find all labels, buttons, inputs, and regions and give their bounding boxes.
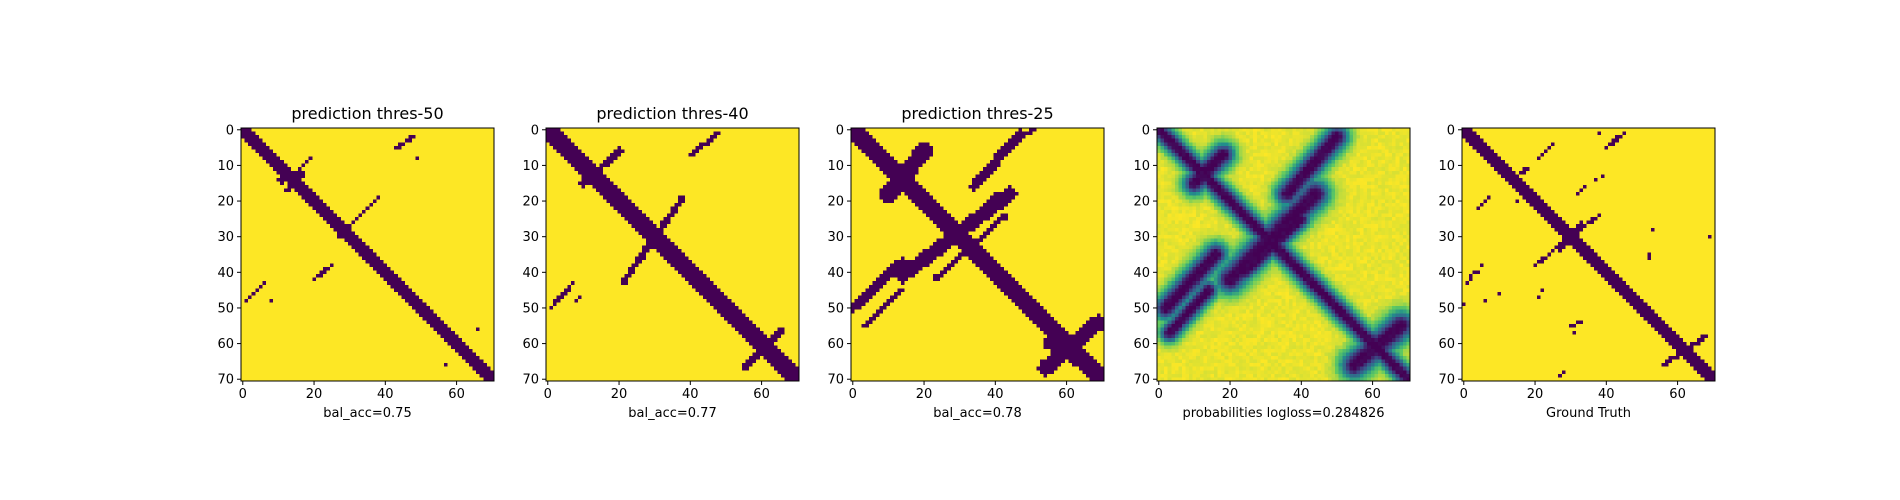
y-tick-label: 70 — [522, 373, 539, 388]
y-tick-label: 20 — [522, 195, 539, 210]
y-tick-label: 10 — [522, 159, 539, 174]
x-tick-label: 40 — [987, 387, 1004, 402]
x-tick-label: 20 — [1222, 387, 1239, 402]
y-tick-label: 60 — [522, 337, 539, 352]
x-tick-label: 20 — [306, 387, 323, 402]
y-tick-label: 50 — [827, 301, 844, 316]
y-tick-label: 70 — [1438, 373, 1455, 388]
y-tick-label: 40 — [1438, 266, 1455, 281]
y-tick-label: 70 — [217, 373, 234, 388]
x-axis-label: probabilities logloss=0.284826 — [1182, 406, 1384, 421]
x-axis-label: Ground Truth — [1546, 406, 1631, 421]
y-tick-label: 10 — [827, 159, 844, 174]
axes-frame — [1461, 127, 1716, 382]
heatmap-image — [546, 128, 799, 381]
axes-frame — [850, 127, 1105, 382]
y-tick-label: 60 — [827, 337, 844, 352]
y-tick-label: 20 — [217, 195, 234, 210]
y-tick-label: 40 — [827, 266, 844, 281]
x-axis-label: bal_acc=0.78 — [933, 406, 1021, 421]
y-tick-label: 30 — [827, 230, 844, 245]
y-tick-label: 20 — [1133, 195, 1150, 210]
y-tick-label: 10 — [217, 159, 234, 174]
y-tick-label: 0 — [1142, 123, 1150, 138]
x-tick-label: 20 — [1527, 387, 1544, 402]
x-tick-label: 0 — [1155, 387, 1163, 402]
heatmap-panel-4: 0 20 40 60 0 10 20 30 40 50 60 70 probabilities logl… — [1133, 123, 1411, 421]
axes-frame — [240, 127, 495, 382]
heatmap-image — [851, 128, 1104, 381]
y-tick-label: 50 — [1438, 301, 1455, 316]
y-tick-label: 0 — [226, 123, 234, 138]
heatmap-image — [241, 128, 494, 381]
axes-frame — [1156, 127, 1411, 382]
x-tick-label: 40 — [1293, 387, 1310, 402]
y-tick-label: 30 — [217, 230, 234, 245]
x-tick-label: 40 — [377, 387, 394, 402]
heatmap-panel-2: 0 20 40 60 0 10 20 30 40 50 60 70 prediction thres-4… — [522, 104, 800, 421]
heatmap-image — [1157, 128, 1410, 381]
heatmap-panel-5: 0 20 40 60 0 10 20 30 40 50 60 70 Ground Truth — [1438, 123, 1716, 421]
y-tick-label: 40 — [522, 266, 539, 281]
panel-title: prediction thres-50 — [291, 104, 443, 123]
x-tick-label: 20 — [916, 387, 933, 402]
y-tick-label: 50 — [217, 301, 234, 316]
x-tick-label: 40 — [1598, 387, 1615, 402]
y-tick-label: 70 — [827, 373, 844, 388]
x-axis-label: bal_acc=0.75 — [323, 406, 411, 421]
heatmap-panel-3: 0 20 40 60 0 10 20 30 40 50 60 70 prediction thres-2… — [827, 104, 1105, 421]
x-tick-label: 0 — [1460, 387, 1468, 402]
panel-title: prediction thres-40 — [596, 104, 748, 123]
y-tick-label: 10 — [1438, 159, 1455, 174]
y-tick-label: 0 — [531, 123, 539, 138]
y-tick-label: 30 — [1438, 230, 1455, 245]
x-axis-label: bal_acc=0.77 — [628, 406, 716, 421]
x-tick-label: 60 — [1058, 387, 1075, 402]
x-tick-label: 60 — [753, 387, 770, 402]
y-tick-label: 70 — [1133, 373, 1150, 388]
y-tick-label: 60 — [1133, 337, 1150, 352]
panel-title: prediction thres-25 — [901, 104, 1053, 123]
y-tick-label: 0 — [836, 123, 844, 138]
y-tick-label: 30 — [1133, 230, 1150, 245]
x-tick-label: 0 — [239, 387, 247, 402]
y-tick-label: 10 — [1133, 159, 1150, 174]
x-tick-label: 60 — [1669, 387, 1686, 402]
x-tick-label: 60 — [1364, 387, 1381, 402]
x-tick-label: 0 — [544, 387, 552, 402]
x-tick-label: 60 — [448, 387, 465, 402]
y-tick-label: 50 — [1133, 301, 1150, 316]
y-tick-label: 60 — [217, 337, 234, 352]
y-tick-label: 40 — [217, 266, 234, 281]
y-tick-label: 20 — [1438, 195, 1455, 210]
y-tick-label: 50 — [522, 301, 539, 316]
x-tick-label: 40 — [682, 387, 699, 402]
heatmap-panel-1: 0 20 40 60 0 10 20 30 40 50 60 70 prediction thres-5… — [217, 104, 495, 421]
heatmap-image — [1462, 128, 1715, 381]
y-tick-label: 0 — [1447, 123, 1455, 138]
x-tick-label: 20 — [611, 387, 628, 402]
y-tick-label: 60 — [1438, 337, 1455, 352]
x-tick-label: 0 — [849, 387, 857, 402]
y-tick-label: 20 — [827, 195, 844, 210]
axes-frame — [545, 127, 800, 382]
y-tick-label: 30 — [522, 230, 539, 245]
y-tick-label: 40 — [1133, 266, 1150, 281]
